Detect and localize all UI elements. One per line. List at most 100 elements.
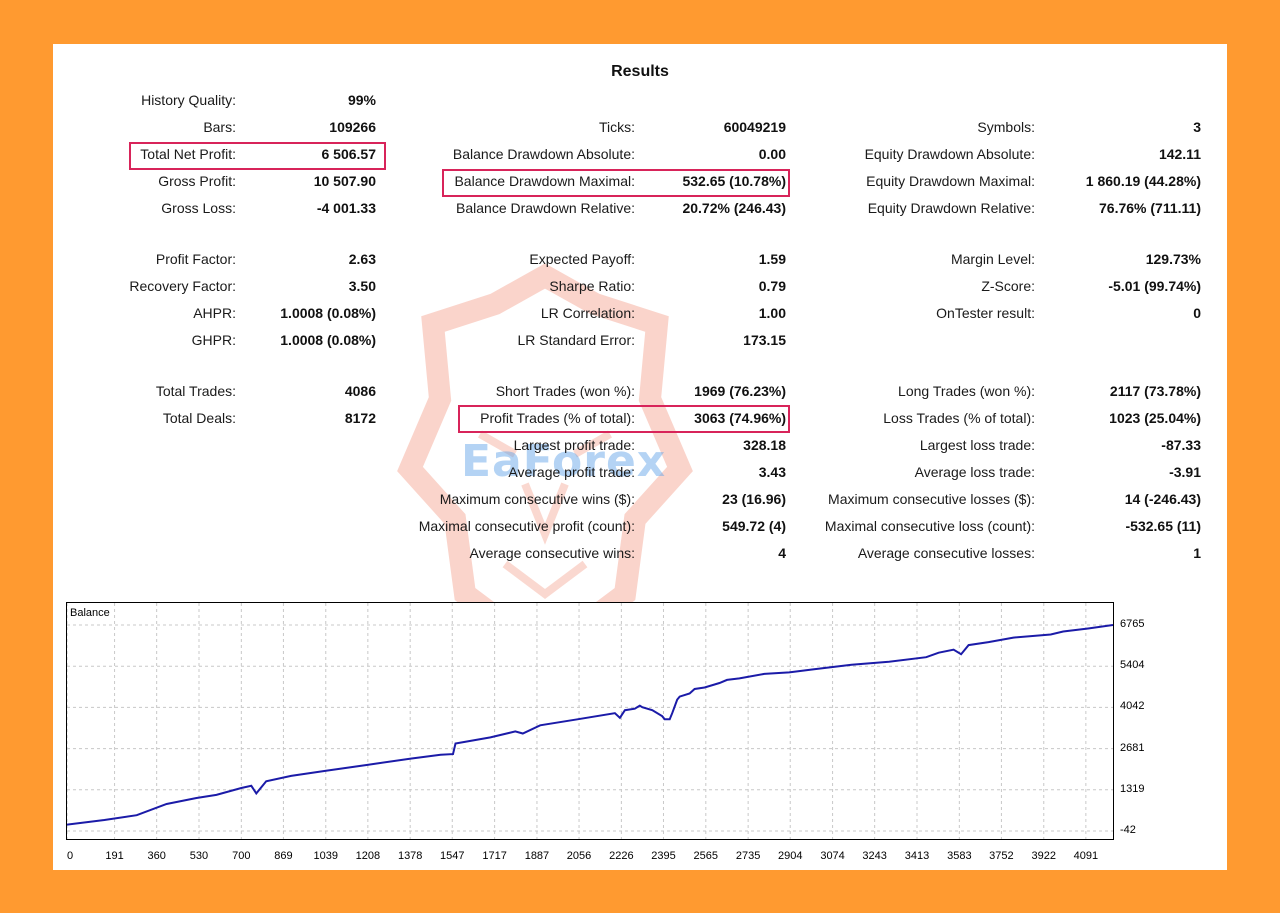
- highlight-total-net-profit: [129, 142, 386, 170]
- stat-value-gross-profit: 10 507.90: [313, 173, 376, 189]
- stat-label-loss-trades: Loss Trades (% of total):: [883, 410, 1035, 426]
- stat-label-max-consec-losses: Maximum consecutive losses ($):: [828, 491, 1035, 507]
- stat-value-max-consec-losses: 14 (-246.43): [1124, 491, 1201, 507]
- stat-value-total-deals: 8172: [344, 410, 376, 426]
- stat-label-profit-trades: Profit Trades (% of total):: [480, 410, 635, 426]
- stat-label-equity-dd-max: Equity Drawdown Maximal:: [866, 173, 1035, 189]
- stat-value-history-quality: 99%: [347, 92, 376, 108]
- x-tick-label: 700: [232, 850, 251, 862]
- stat-value-symbols: 3: [1193, 119, 1201, 135]
- stat-label-ghpr: GHPR:: [191, 332, 236, 348]
- stat-label-avg-profit: Average profit trade:: [508, 464, 635, 480]
- stat-label-lr-std-error: LR Standard Error:: [517, 332, 636, 348]
- stat-value-ghpr: 1.0008 (0.08%): [280, 332, 376, 348]
- stat-label-recovery-factor: Recovery Factor:: [129, 278, 236, 294]
- stat-label-equity-dd-abs: Equity Drawdown Absolute:: [864, 146, 1035, 162]
- x-tick-label: 1378: [397, 850, 423, 862]
- x-tick-label: 2395: [651, 850, 676, 862]
- stat-label-expected-payoff: Expected Payoff:: [529, 251, 635, 267]
- stat-label-bars: Bars:: [203, 119, 236, 135]
- stat-label-avg-consec-wins: Average consecutive wins:: [469, 545, 636, 561]
- y-tick-label: 2681: [1120, 741, 1145, 754]
- stat-label-ticks: Ticks:: [598, 119, 635, 135]
- stat-label-maximal-consec-profit: Maximal consecutive profit (count):: [418, 518, 635, 534]
- stat-value-maximal-consec-profit: 549.72 (4): [722, 518, 786, 534]
- y-tick-label: 4042: [1120, 700, 1145, 713]
- stat-label-ontester-result: OnTester result:: [936, 305, 1035, 321]
- results-title: Results: [611, 63, 669, 80]
- stat-value-balance-dd-rel: 20.72% (246.43): [682, 200, 786, 216]
- stat-value-margin-level: 129.73%: [1145, 251, 1201, 267]
- stat-label-equity-dd-rel: Equity Drawdown Relative:: [867, 200, 1035, 216]
- x-tick-label: 869: [274, 850, 293, 862]
- stat-label-avg-loss: Average loss trade:: [914, 464, 1035, 480]
- x-tick-label: 3243: [862, 850, 887, 862]
- x-tick-label: 3922: [1031, 850, 1056, 862]
- stat-value-equity-dd-abs: 142.11: [1158, 146, 1201, 162]
- stat-label-symbols: Symbols:: [977, 119, 1035, 135]
- stat-label-total-deals: Total Deals:: [162, 410, 236, 426]
- x-tick-label: 2226: [609, 850, 634, 862]
- highlight-balance-drawdown-maximal: [442, 169, 790, 197]
- x-tick-label: 1887: [524, 850, 550, 862]
- x-tick-label: 1208: [355, 850, 381, 862]
- stat-value-gross-loss: -4 001.33: [316, 200, 376, 216]
- stat-value-balance-dd-abs: 0.00: [758, 146, 786, 162]
- x-tick-label: 4091: [1073, 850, 1099, 862]
- stat-value-max-consec-wins: 23 (16.96): [722, 491, 786, 507]
- stat-label-balance-dd-rel: Balance Drawdown Relative:: [456, 200, 635, 216]
- x-tick-label: 3413: [904, 850, 930, 862]
- x-tick-label: 2056: [566, 850, 592, 862]
- stat-value-avg-loss: -3.91: [1169, 464, 1201, 480]
- stat-value-ontester-result: 0: [1193, 305, 1201, 321]
- stat-label-largest-loss: Largest loss trade:: [919, 437, 1035, 453]
- stat-value-avg-consec-wins: 4: [778, 545, 786, 561]
- stat-value-equity-dd-max: 1 860.19 (44.28%): [1085, 173, 1201, 189]
- stat-label-max-consec-wins: Maximum consecutive wins ($):: [439, 491, 635, 507]
- highlight-profit-trades: [458, 405, 790, 433]
- x-tick-label: 1547: [440, 850, 465, 862]
- stat-value-avg-consec-losses: 1: [1193, 545, 1201, 561]
- y-tick-label: -42: [1120, 824, 1136, 836]
- stat-value-avg-profit: 3.43: [758, 464, 786, 480]
- stat-label-largest-profit: Largest profit trade:: [513, 437, 635, 453]
- stat-value-total-net-profit: 6 506.57: [321, 146, 377, 162]
- stat-value-loss-trades: 1023 (25.04%): [1109, 410, 1201, 426]
- stat-value-profit-factor: 2.63: [348, 251, 376, 267]
- stat-value-profit-trades: 3063 (74.96%): [694, 410, 786, 426]
- x-tick-label: 1039: [313, 850, 338, 862]
- stat-value-lr-std-error: 173.15: [743, 332, 786, 348]
- stat-label-total-net-profit: Total Net Profit:: [140, 146, 236, 162]
- stat-label-gross-loss: Gross Loss:: [161, 200, 236, 216]
- stat-value-ahpr: 1.0008 (0.08%): [280, 305, 376, 321]
- stat-value-recovery-factor: 3.50: [348, 278, 376, 294]
- stat-value-sharpe-ratio: 0.79: [758, 278, 786, 294]
- stat-value-largest-loss: -87.33: [1161, 437, 1201, 453]
- stat-value-expected-payoff: 1.59: [758, 251, 786, 267]
- stat-value-maximal-consec-loss: -532.65 (11): [1125, 518, 1202, 534]
- stat-label-balance-dd-max: Balance Drawdown Maximal:: [454, 173, 635, 189]
- stat-value-ticks: 60049219: [723, 119, 786, 135]
- stat-label-avg-consec-losses: Average consecutive losses:: [857, 545, 1035, 561]
- stat-label-long-trades: Long Trades (won %):: [898, 383, 1035, 399]
- chart-plot: [67, 603, 1113, 839]
- x-tick-label: 2565: [693, 850, 719, 862]
- x-tick-label: 530: [189, 850, 209, 862]
- stat-label-history-quality: History Quality:: [141, 92, 236, 108]
- stat-label-ahpr: AHPR:: [193, 305, 236, 321]
- stat-label-balance-dd-abs: Balance Drawdown Absolute:: [452, 146, 635, 162]
- x-tick-label: 3583: [947, 850, 972, 862]
- stat-label-maximal-consec-loss: Maximal consecutive loss (count):: [824, 518, 1035, 534]
- balance-line: [67, 624, 1113, 826]
- stat-label-short-trades: Short Trades (won %):: [495, 383, 635, 399]
- stat-value-balance-dd-max: 532.65 (10.78%): [682, 173, 786, 189]
- chart-title: Balance: [70, 607, 110, 619]
- stat-value-lr-correlation: 1.00: [758, 305, 786, 321]
- x-tick-label: 2735: [735, 850, 761, 862]
- x-tick-label: 1717: [482, 850, 507, 862]
- stat-value-short-trades: 1969 (76.23%): [694, 383, 786, 399]
- stat-label-gross-profit: Gross Profit:: [158, 173, 236, 189]
- x-tick-label: 3074: [820, 850, 845, 862]
- stat-label-z-score: Z-Score:: [981, 278, 1035, 294]
- y-tick-label: 6765: [1120, 618, 1145, 630]
